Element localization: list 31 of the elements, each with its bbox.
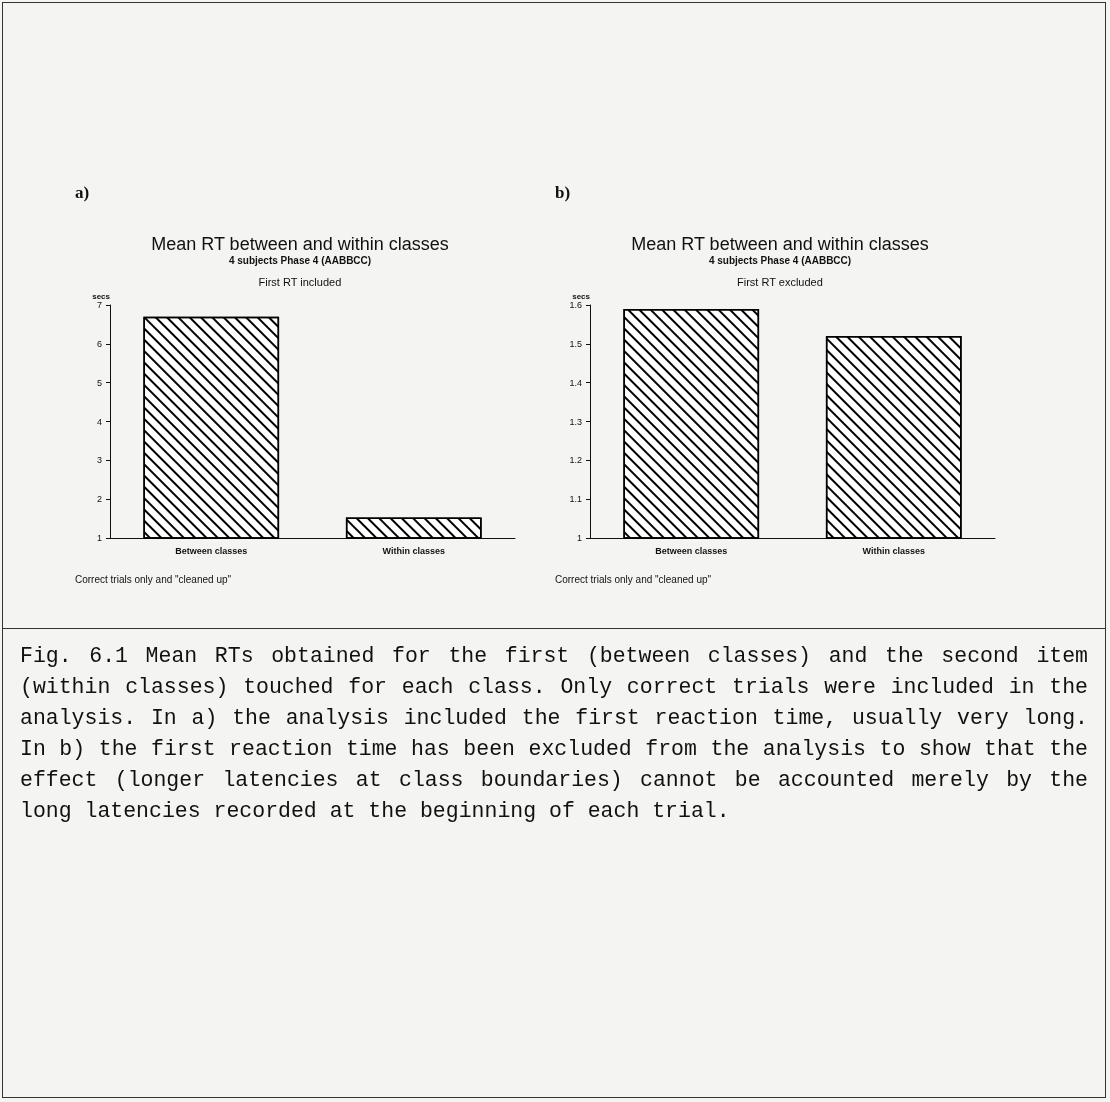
caption: Fig. 6.1 Mean RTs obtained for the first (between classes) and the second item (within classes) touched for each class. Only correct trials were included in the analysis. In a) the analysis included the first reaction time, usually very long. In b) the first reaction time has been excluded from the analysis to show that the effect (longer latencies at class boundaries) cannot be accounted merely by the long latencies recorded at the beginning of each trial. xyxy=(2,628,1106,839)
x-tick-label: Within classes xyxy=(382,545,445,556)
text: Correct trials only and "cleaned up" xyxy=(75,573,232,585)
y-tick-label: 1 xyxy=(96,533,102,543)
y-tick-label: 5 xyxy=(96,377,102,388)
y-tick-label: 1.1 xyxy=(569,494,582,505)
chart-subtitle: 4 subjects Phase 4 (AABBCC) xyxy=(228,254,372,266)
y-tick-label: 6 xyxy=(96,338,102,349)
text: Correct trials only and "cleaned up" xyxy=(555,573,712,585)
y-axis-title: secs xyxy=(92,292,111,302)
y-tick-label: 1.3 xyxy=(569,416,582,427)
y-tick-label: 1.2 xyxy=(569,455,582,466)
text: b) xyxy=(555,183,571,202)
y-tick-label: 7 xyxy=(96,300,102,310)
y-axis-title: secs xyxy=(572,292,591,302)
y-tick-label: 1 xyxy=(576,533,582,543)
chart-subtitle: 4 subjects Phase 4 (AABBCC) xyxy=(708,254,852,266)
chart-title: Mean RT between and within classes xyxy=(151,234,449,254)
y-tick-label: 2 xyxy=(96,494,102,505)
chart-title: Mean RT between and within classes xyxy=(631,234,929,254)
y-tick-label: 3 xyxy=(96,455,102,466)
y-tick-label: 4 xyxy=(96,416,102,427)
text: a) xyxy=(75,183,90,202)
y-tick-label: 1.4 xyxy=(569,377,582,388)
x-tick-label: Between classes xyxy=(655,545,728,556)
y-tick-label: 1.6 xyxy=(569,300,582,310)
x-tick-label: Within classes xyxy=(862,545,925,556)
text: First RT excluded xyxy=(737,275,823,288)
y-tick-label: 1.5 xyxy=(569,338,582,349)
text: First RT included xyxy=(258,275,342,288)
x-tick-label: Between classes xyxy=(175,545,248,556)
